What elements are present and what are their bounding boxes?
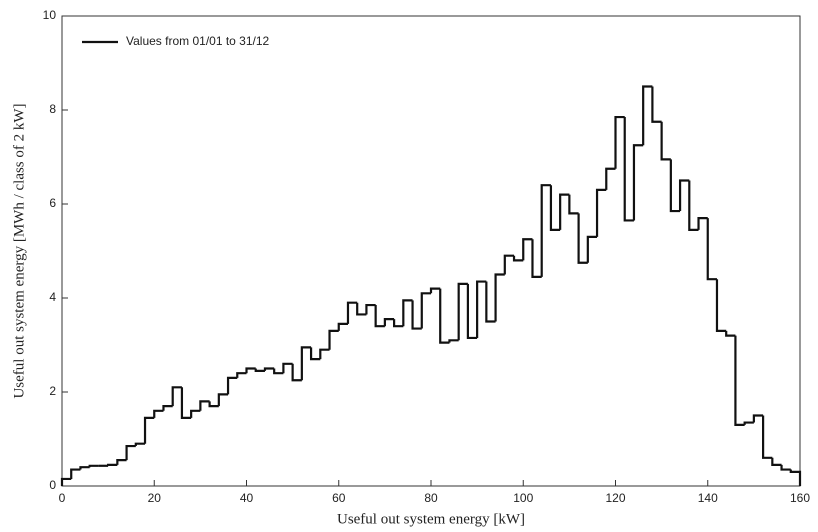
histogram-step [559, 193, 570, 230]
histogram-step [503, 254, 515, 275]
histogram-step [476, 280, 487, 338]
legend-label: Values from 01/01 to 31/12 [126, 34, 270, 48]
y-tick-label: 2 [49, 384, 56, 398]
histogram-step [512, 255, 524, 262]
histogram-step [669, 159, 681, 213]
histogram-step [226, 376, 238, 395]
histogram-step [531, 239, 542, 278]
histogram-step [586, 235, 598, 263]
histogram-step [734, 335, 745, 426]
histogram-step [466, 283, 478, 340]
histogram-step [245, 367, 256, 374]
histogram-step [300, 346, 312, 381]
y-axis-title: Useful out system energy [MWh / class of… [11, 103, 27, 398]
histogram-step [291, 363, 302, 382]
histogram-step [346, 301, 358, 324]
histogram-step [273, 368, 284, 375]
histogram-step [485, 281, 496, 323]
histogram-step [143, 416, 155, 444]
histogram-step [743, 421, 754, 425]
histogram-step [116, 459, 127, 465]
x-tick-label: 0 [59, 491, 66, 505]
histogram-step [162, 405, 173, 411]
histogram-step [715, 279, 727, 332]
x-tick-label: 40 [240, 491, 254, 505]
histogram-step [190, 409, 201, 418]
y-tick-label: 8 [49, 102, 56, 116]
histogram-step [660, 121, 671, 161]
histogram-step [309, 347, 321, 361]
histogram-step [439, 288, 450, 344]
histogram-step [752, 414, 764, 423]
histogram-step [780, 464, 791, 471]
histogram-step [420, 292, 431, 329]
histogram-step [319, 348, 330, 360]
x-tick-label: 120 [605, 491, 625, 505]
x-axis-title: Useful out system energy [kW] [337, 511, 525, 527]
histogram-step [448, 339, 459, 343]
y-tick-label: 6 [49, 196, 56, 210]
histogram-step [88, 464, 99, 468]
histogram-step [614, 115, 625, 169]
histogram-step [678, 179, 690, 212]
histogram-step [549, 185, 561, 231]
histogram-step [762, 415, 773, 459]
histogram-step [60, 477, 72, 486]
x-tick-label: 60 [332, 491, 346, 505]
histogram-step [411, 300, 422, 330]
y-tick-label: 10 [43, 8, 57, 22]
histogram-step [217, 393, 229, 407]
histogram-step [623, 117, 634, 222]
histogram-step [402, 299, 413, 327]
histogram-step [522, 238, 533, 261]
histogram-step [706, 218, 717, 281]
histogram-step [199, 400, 210, 411]
histogram-step [697, 217, 708, 230]
histogram-step [153, 409, 164, 418]
histogram-step [374, 305, 385, 328]
histogram-step [180, 387, 192, 419]
histogram-step [771, 457, 782, 466]
histogram-step [605, 167, 616, 190]
histogram-step [337, 322, 348, 331]
histogram-step [642, 85, 653, 146]
histogram-step [134, 442, 146, 447]
histogram-step [328, 329, 339, 350]
histogram-step [125, 444, 136, 461]
histogram-step [70, 468, 81, 479]
histogram-step [263, 367, 275, 371]
x-tick-label: 80 [424, 491, 438, 505]
histogram-step [429, 287, 441, 294]
histogram-step [457, 282, 468, 341]
histogram-step [107, 463, 118, 466]
histogram-step [725, 330, 736, 337]
histogram-step [688, 180, 699, 231]
x-tick-label: 20 [148, 491, 162, 505]
x-tick-label: 140 [698, 491, 718, 505]
histogram-step [568, 194, 579, 215]
histogram-step [577, 213, 588, 264]
histogram-step [383, 318, 395, 327]
histogram-step [632, 144, 644, 221]
histogram-step [254, 368, 265, 372]
histogram-step [282, 362, 293, 374]
histogram-step [651, 86, 662, 123]
histogram-step [236, 372, 247, 378]
histogram-step [540, 184, 551, 277]
plot-frame [61, 15, 801, 487]
y-tick-label: 4 [49, 290, 56, 304]
y-tick-label: 0 [49, 478, 56, 492]
x-tick-label: 160 [790, 491, 810, 505]
histogram-step [789, 469, 802, 486]
histogram-step [79, 466, 90, 470]
histogram-step [393, 319, 404, 328]
x-tick-label: 100 [513, 491, 533, 505]
histogram-step [171, 386, 182, 407]
histogram-step [208, 401, 219, 408]
histogram-step [356, 302, 367, 316]
histogram-step [365, 303, 376, 315]
histogram-step [494, 273, 505, 322]
histogram-step [595, 188, 607, 237]
